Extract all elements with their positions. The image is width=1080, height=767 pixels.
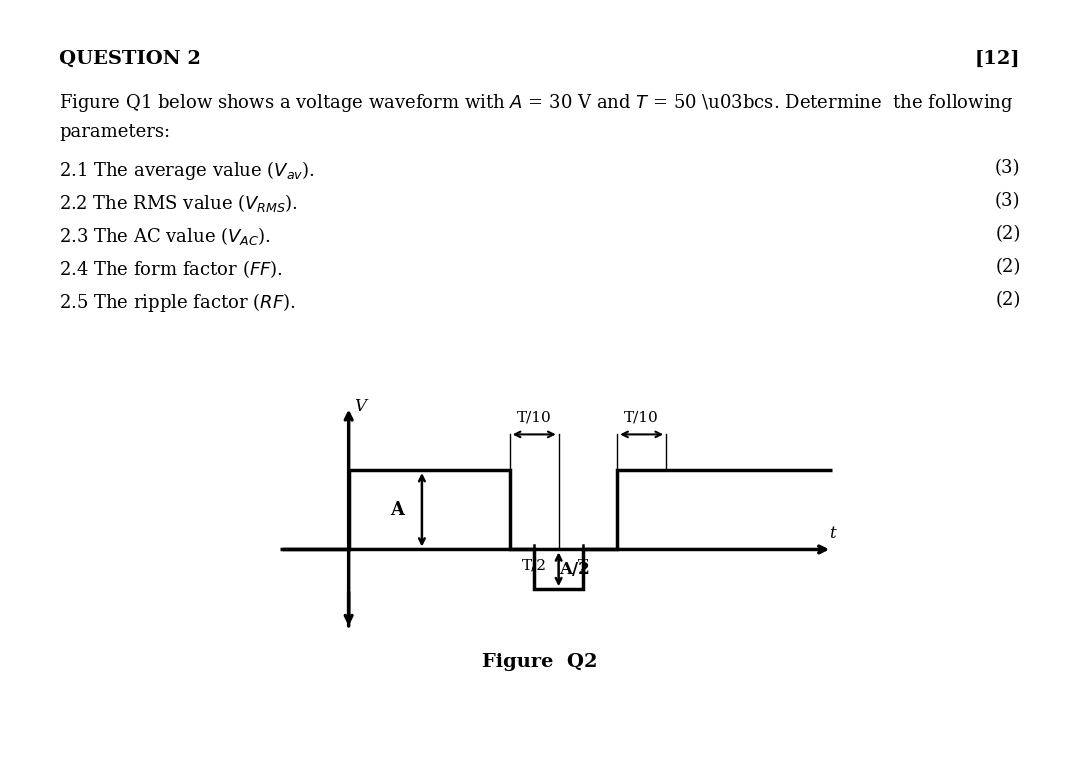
Text: 2.5 The ripple factor ($RF$).: 2.5 The ripple factor ($RF$). xyxy=(59,291,296,314)
Text: QUESTION 2: QUESTION 2 xyxy=(59,50,201,67)
Text: (2): (2) xyxy=(996,258,1021,275)
Text: V: V xyxy=(354,398,366,415)
Text: (3): (3) xyxy=(995,159,1021,176)
Text: [12]: [12] xyxy=(975,50,1021,67)
Text: (2): (2) xyxy=(996,225,1021,242)
Text: (3): (3) xyxy=(995,192,1021,209)
Text: Figure  Q2: Figure Q2 xyxy=(483,653,597,671)
Text: Figure Q1 below shows a voltage waveform with $A$ = 30 V and $T$ = 50 \u03bcs. D: Figure Q1 below shows a voltage waveform… xyxy=(59,92,1014,114)
Text: A: A xyxy=(391,501,405,518)
Text: parameters:: parameters: xyxy=(59,123,171,140)
Text: T: T xyxy=(578,559,589,573)
Text: t: t xyxy=(828,525,836,542)
Text: (2): (2) xyxy=(996,291,1021,308)
Text: T/2: T/2 xyxy=(522,559,546,573)
Text: A/2: A/2 xyxy=(558,561,590,578)
Text: 2.1 The average value ($V_{av}$).: 2.1 The average value ($V_{av}$). xyxy=(59,159,315,182)
Text: T/10: T/10 xyxy=(517,410,552,424)
Text: 2.4 The form factor ($FF$).: 2.4 The form factor ($FF$). xyxy=(59,258,283,279)
Text: T/10: T/10 xyxy=(624,410,659,424)
Text: 2.3 The AC value ($V_{AC}$).: 2.3 The AC value ($V_{AC}$). xyxy=(59,225,271,247)
Text: 2.2 The RMS value ($V_{RMS}$).: 2.2 The RMS value ($V_{RMS}$). xyxy=(59,192,298,214)
